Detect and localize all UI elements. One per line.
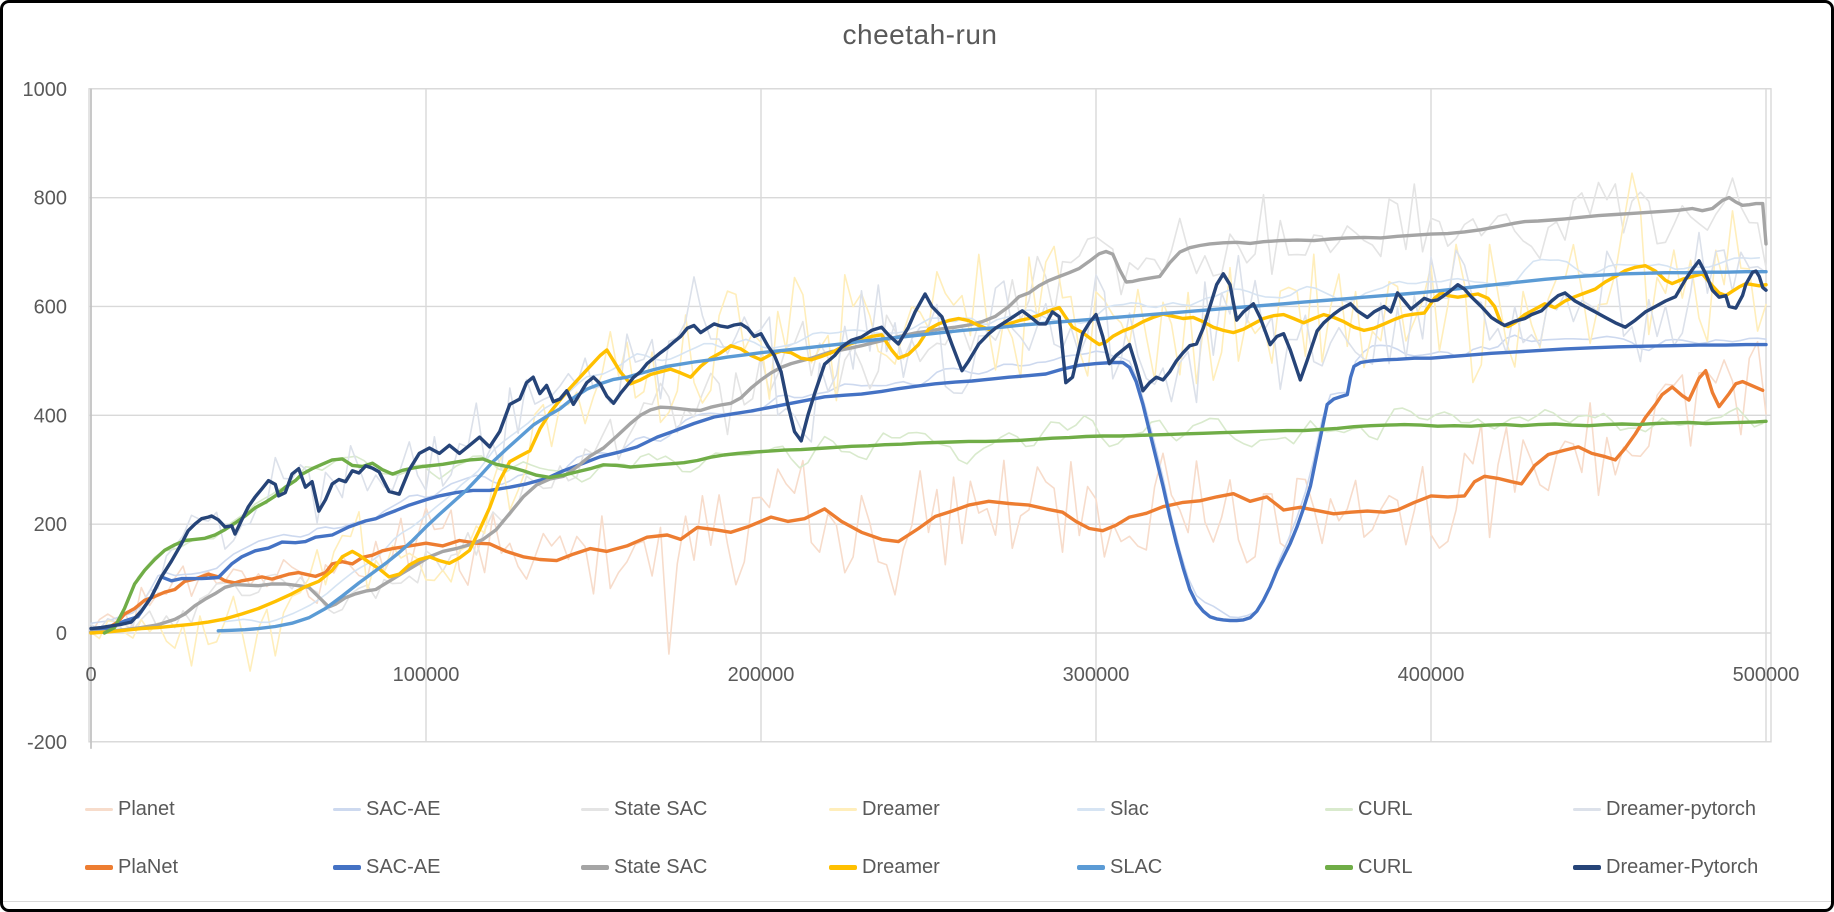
series-line-planet[interactable]	[89, 369, 1765, 634]
x-axis-tick-label: 400000	[1398, 664, 1465, 686]
legend-swatch-raw-planet	[85, 807, 113, 811]
series-line-state-sac[interactable]	[89, 195, 1768, 634]
legend-swatch-raw-state-sac	[581, 807, 609, 811]
legend-item-smoothed-planet[interactable]: PlaNet	[85, 856, 178, 878]
series-line-sac-ae[interactable]	[89, 342, 1768, 634]
series-raw-line-planet[interactable]	[90, 340, 1767, 655]
legend-label: SAC-AE	[366, 797, 441, 820]
legend-swatch-smoothed-slac	[1077, 864, 1105, 870]
legend-label: CURL	[1358, 855, 1413, 878]
x-axis-tick-label: 300000	[1063, 664, 1130, 686]
legend-label: SAC-AE	[366, 855, 441, 878]
x-axis-tick-label: 100000	[393, 664, 460, 686]
legend-label: PlaNet	[118, 855, 179, 878]
chart-canvas[interactable]: -200 0 200 400 600 800 1000 0 100000 200000 300000…	[3, 3, 1834, 773]
y-axis-tick-label: 600	[34, 296, 67, 318]
legend-label: State SAC	[614, 855, 708, 878]
legend-label: CURL	[1358, 797, 1413, 820]
legend-item-smoothed-curl[interactable]: CURL	[1325, 856, 1412, 878]
legend-label: SLAC	[1110, 855, 1163, 878]
legend-swatch-raw-slac	[1077, 807, 1105, 811]
legend-swatch-smoothed-sac-ae	[333, 864, 361, 870]
y-axis-tick-label: -200	[27, 732, 67, 754]
x-axis-tick-label: 0	[85, 664, 96, 686]
legend-label: Dreamer-pytorch	[1606, 797, 1757, 820]
legend-label: Dreamer	[862, 855, 940, 878]
y-axis-tick-label: 800	[34, 188, 67, 210]
chart-bottom-border	[3, 901, 1831, 902]
y-axis-tick-label: 200	[34, 514, 67, 536]
y-axis-tick-label: 0	[56, 623, 67, 645]
legend-label: State SAC	[614, 797, 708, 820]
legend-item-smoothed-dreamer[interactable]: Dreamer	[829, 856, 940, 878]
chart-title: cheetah-run	[842, 19, 998, 50]
legend-swatch-smoothed-planet	[85, 864, 113, 870]
legend-swatch-smoothed-dreamer-pytorch	[1573, 864, 1601, 870]
legend-item-raw-dreamer-pytorch[interactable]: Dreamer-pytorch	[1573, 798, 1756, 820]
legend-swatch-raw-dreamer	[829, 807, 857, 811]
legend-swatch-raw-curl	[1325, 807, 1353, 811]
legend-label: Planet	[118, 797, 175, 820]
legend-swatch-smoothed-state-sac	[581, 864, 609, 870]
legend-item-smoothed-sac-ae[interactable]: SAC-AE	[333, 856, 440, 878]
legend-swatch-smoothed-curl	[1325, 864, 1353, 870]
legend-item-raw-planet[interactable]: Planet	[85, 798, 175, 820]
legend-swatch-raw-dreamer-pytorch	[1573, 807, 1601, 811]
legend-item-smoothed-state-sac[interactable]: State SAC	[581, 856, 707, 878]
series-raw-line-dreamer-pytorch[interactable]	[90, 231, 1767, 633]
series-group	[89, 172, 1768, 672]
series-line-slac[interactable]	[216, 270, 1768, 633]
x-axis-tick-label: 200000	[728, 664, 795, 686]
legend-item-raw-state-sac[interactable]: State SAC	[581, 798, 707, 820]
y-axis-tick-label: 400	[34, 405, 67, 427]
legend-label: Slac	[1110, 797, 1149, 820]
series-line-dreamer-pytorch[interactable]	[89, 259, 1768, 631]
legend-swatch-raw-sac-ae	[333, 807, 361, 811]
legend-item-raw-slac[interactable]: Slac	[1077, 798, 1149, 820]
legend-item-raw-sac-ae[interactable]: SAC-AE	[333, 798, 440, 820]
x-axis-tick-label: 500000	[1733, 664, 1800, 686]
y-axis-tick-label: 1000	[23, 79, 68, 101]
legend-item-raw-dreamer[interactable]: Dreamer	[829, 798, 940, 820]
legend-item-smoothed-slac[interactable]: SLAC	[1077, 856, 1162, 878]
legend-label: Dreamer	[862, 797, 940, 820]
legend-item-smoothed-dreamer-pytorch[interactable]: Dreamer-Pytorch	[1573, 856, 1758, 878]
legend-swatch-smoothed-dreamer	[829, 864, 857, 870]
legend-label: Dreamer-Pytorch	[1606, 855, 1759, 878]
legend-item-raw-curl[interactable]: CURL	[1325, 798, 1412, 820]
